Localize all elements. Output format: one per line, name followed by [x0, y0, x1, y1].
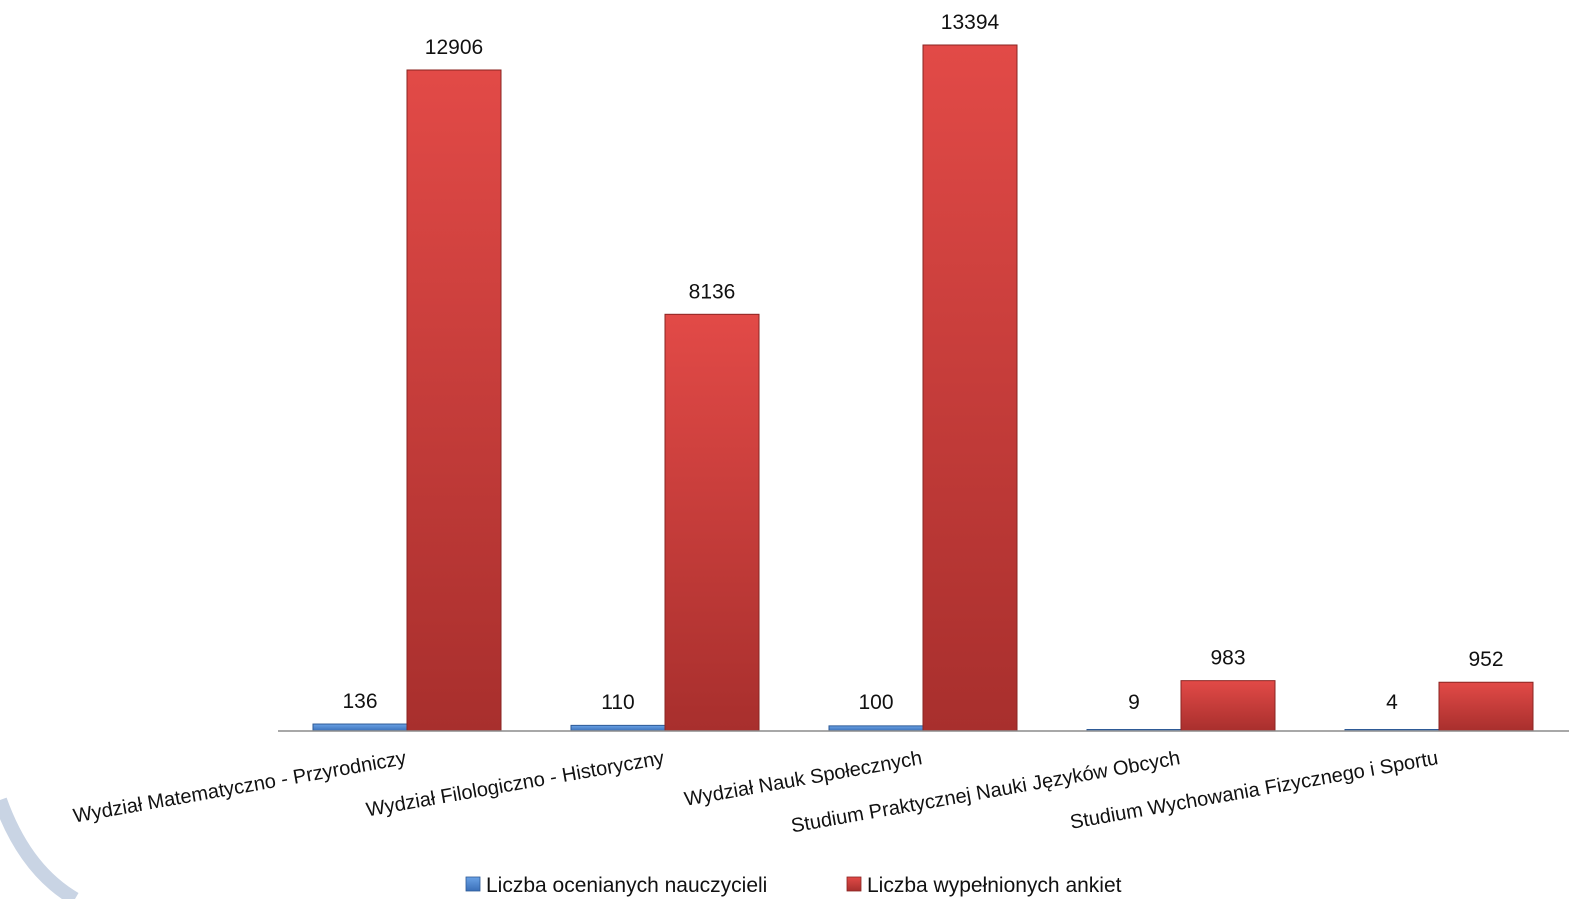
bar-s2-c5 [1438, 681, 1534, 732]
data-label-s1-c2: 110 [601, 691, 634, 714]
data-label-s2-c1: 12906 [425, 36, 483, 59]
bar-s2-c1 [406, 69, 502, 732]
category-label-2: Wydział Filologiczno - Historyczny [365, 747, 666, 821]
bar-s2-c3 [922, 44, 1018, 732]
data-label-s1-c3: 100 [858, 691, 893, 714]
data-label-s2-c2: 8136 [689, 280, 736, 303]
category-labels: Wydział Matematyczno - PrzyrodniczyWydzi… [71, 747, 1439, 837]
data-label-s2-c5: 952 [1468, 648, 1503, 671]
category-label-1: Wydział Matematyczno - Przyrodniczy [71, 747, 407, 827]
legend-item-series-1: Liczba ocenianych nauczycieli [465, 874, 767, 897]
legend-swatch-blue [465, 876, 481, 892]
data-label-s1-c4: 9 [1128, 691, 1140, 714]
bar-s1-c3 [828, 725, 924, 732]
legend-swatch-red [846, 876, 862, 892]
legend-label-series-2: Liczba wypełnionych ankiet [867, 874, 1122, 897]
legend: Liczba ocenianych nauczycieli Liczba wyp… [465, 874, 1122, 897]
data-label-s2-c3: 13394 [941, 11, 1000, 34]
bars-layer [312, 44, 1534, 732]
data-label-s1-c1: 136 [342, 690, 377, 713]
bar-s1-c2 [570, 724, 666, 732]
legend-label-series-1: Liczba ocenianych nauczycieli [486, 874, 767, 897]
legend-item-series-2: Liczba wypełnionych ankiet [846, 874, 1122, 897]
data-label-s2-c4: 983 [1210, 647, 1245, 670]
bar-s1-c1 [312, 723, 408, 732]
bar-s2-c2 [664, 313, 760, 732]
labels-layer: 136 12906 110 8136 100 13394 9 983 4 952 [342, 11, 1503, 714]
data-label-s1-c5: 4 [1386, 691, 1398, 714]
decorative-arc [0, 797, 79, 899]
bar-s2-c4 [1180, 680, 1276, 732]
